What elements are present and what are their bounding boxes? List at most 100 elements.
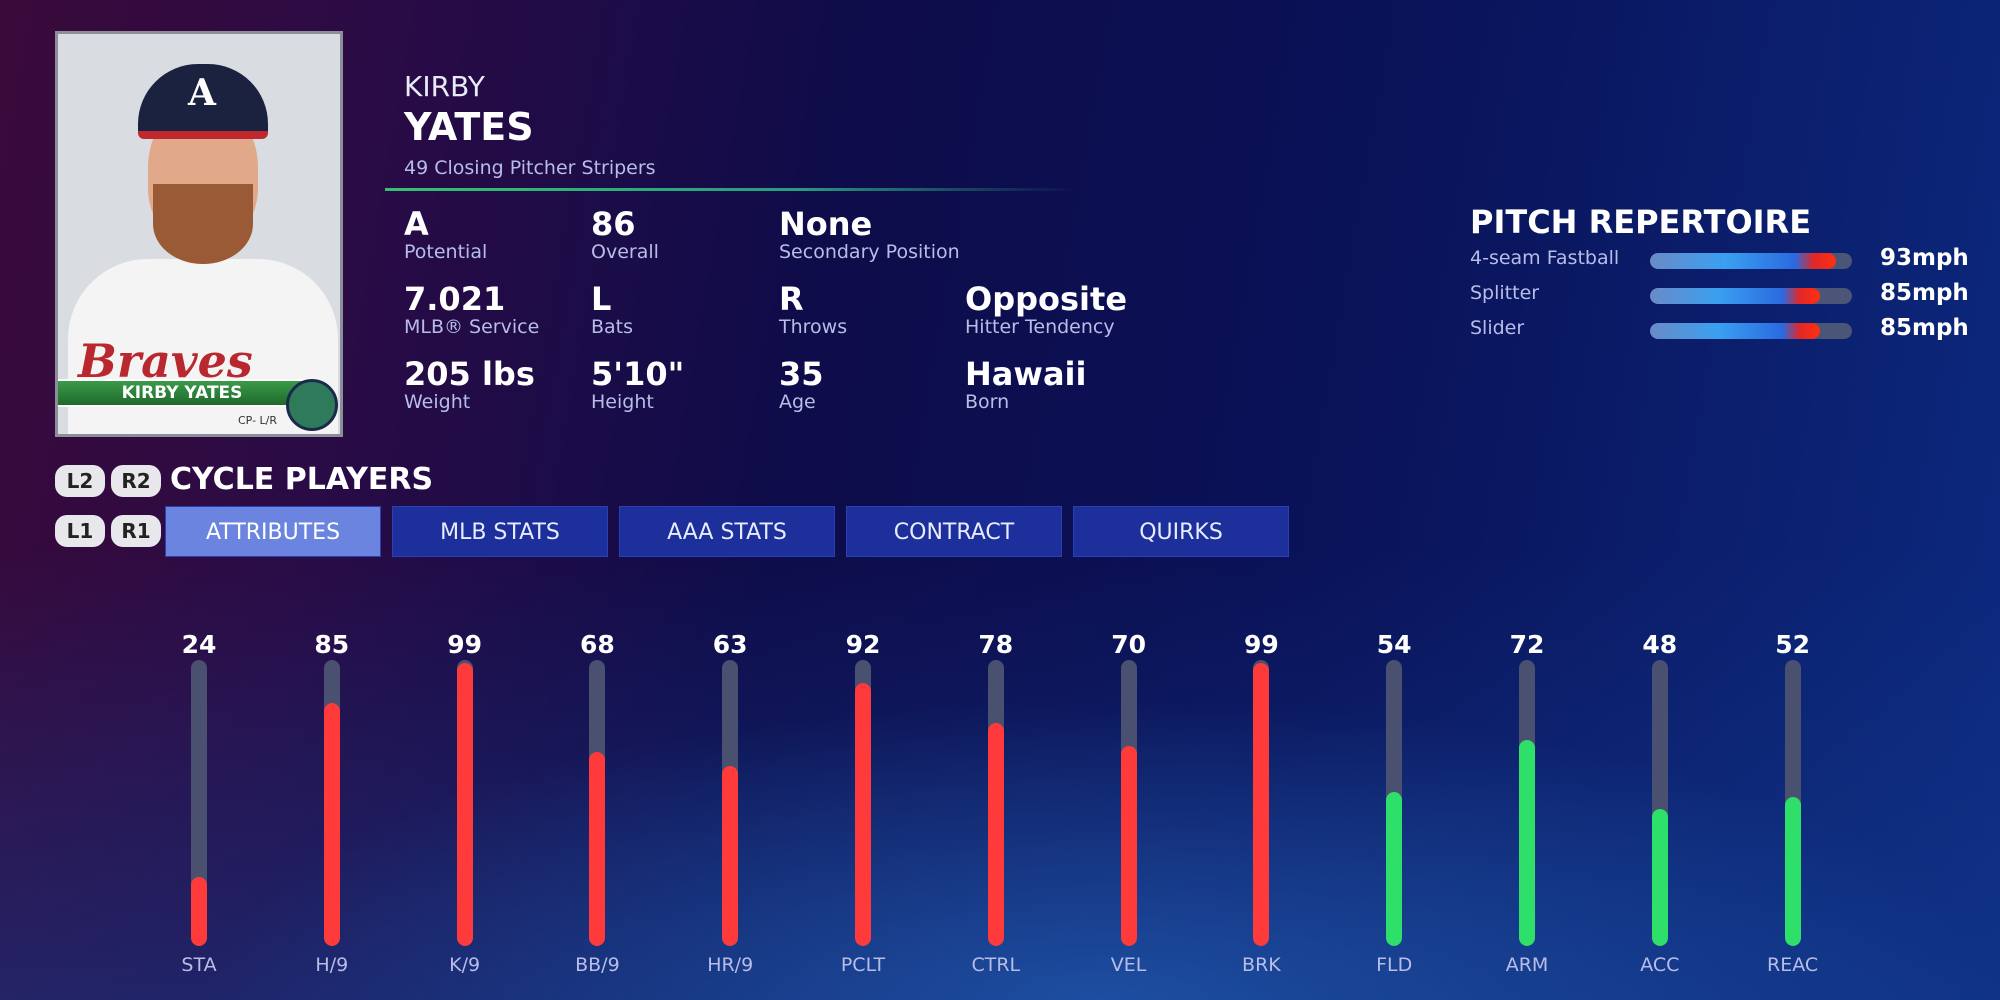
pitch-row: Slider 85mph [1470, 315, 1970, 345]
attribute-value: 70 [1111, 630, 1146, 659]
player-last-name: YATES [404, 105, 534, 149]
tab-attributes[interactable]: ATTRIBUTES [165, 506, 381, 557]
info-value: 35 [779, 355, 824, 393]
attribute-value: 99 [1243, 630, 1279, 659]
attribute-fill [722, 765, 739, 946]
info-label: Throws [779, 316, 848, 338]
attribute-label: ACC [1640, 954, 1680, 976]
attribute-fill [589, 751, 606, 946]
r2-button[interactable]: R2 [111, 465, 161, 497]
attribute-fill [1784, 797, 1801, 946]
attribute-fill [1519, 740, 1535, 946]
attribute-bar-arm: 72 ARM [1477, 630, 1577, 976]
attribute-value: 48 [1642, 630, 1678, 659]
attribute-label: BB/9 [575, 954, 620, 976]
attribute-track [1253, 660, 1270, 946]
attribute-label: VEL [1110, 954, 1147, 976]
player-photo-beard [153, 184, 253, 264]
attribute-fill [456, 662, 473, 946]
attribute-track [1386, 660, 1403, 946]
pitch-name: 4-seam Fastball [1470, 247, 1620, 269]
attribute-bar-bb9: 68 BB/9 [547, 630, 647, 976]
tab-contract[interactable]: CONTRACT [846, 506, 1062, 557]
attribute-value: 85 [314, 630, 350, 659]
info-value: Opposite [965, 280, 1128, 318]
attribute-track [1519, 660, 1535, 946]
r1-button[interactable]: R1 [111, 515, 161, 547]
attribute-bar-h9: 85 H/9 [282, 630, 382, 976]
info-potential: A Potential [404, 205, 487, 263]
attribute-fill [1386, 791, 1403, 946]
attribute-bar-hr9: 63 HR/9 [680, 630, 780, 976]
player-first-name: KIRBY [404, 70, 485, 103]
attribute-value: 99 [447, 630, 482, 659]
attribute-label: STA [181, 954, 217, 976]
info-age: 35 Age [779, 355, 824, 413]
attribute-label: CTRL [971, 954, 1021, 976]
attribute-track [191, 660, 207, 946]
attribute-bar-k9: 99 K/9 [415, 630, 515, 976]
attribute-track [722, 660, 739, 946]
info-value: 7.021 [404, 280, 506, 318]
pitch-repertoire-title: PITCH REPERTOIRE [1470, 203, 1812, 241]
attribute-label: BRK [1242, 954, 1281, 976]
info-label: Weight [404, 391, 471, 413]
tab-mlb-stats[interactable]: MLB STATS [392, 506, 608, 557]
pitch-bar-fill [1650, 323, 1820, 339]
info-label: Height [591, 391, 654, 413]
tab-quirks[interactable]: QUIRKS [1073, 506, 1289, 557]
divider [385, 188, 1075, 191]
attribute-bar-fld: 54 FLD [1344, 630, 1444, 976]
cycle-players-label: CYCLE PLAYERS [170, 462, 434, 497]
attribute-track [1120, 660, 1137, 946]
pitch-speed: 85mph [1880, 280, 1969, 306]
info-value: L [591, 280, 612, 318]
attribute-label: ARM [1505, 954, 1549, 976]
info-value: A [404, 205, 429, 243]
attribute-track [589, 660, 606, 946]
info-secondary-position: None Secondary Position [779, 205, 960, 263]
attribute-fill [1651, 808, 1668, 946]
attribute-bar-ctrl: 78 CTRL [946, 630, 1046, 976]
attribute-value: 63 [712, 630, 748, 659]
info-value: Hawaii [965, 355, 1087, 393]
pitch-bar-fill [1650, 253, 1836, 269]
info-value: None [779, 205, 873, 243]
attribute-fill [191, 877, 207, 946]
info-throws: R Throws [779, 280, 847, 338]
attribute-fill [1120, 745, 1137, 946]
pitch-speed: 85mph [1880, 315, 1969, 341]
attribute-bar-reac: 52 REAC [1743, 630, 1843, 976]
info-label: Bats [591, 316, 634, 338]
attribute-label: K/9 [449, 954, 481, 976]
attribute-value: 72 [1509, 630, 1545, 659]
attribute-fill [323, 702, 340, 946]
pitch-bar [1650, 253, 1852, 269]
l1-button[interactable]: L1 [55, 515, 105, 547]
attribute-fill [1253, 662, 1270, 946]
info-label: Secondary Position [779, 241, 960, 263]
info-value: 205 lbs [404, 355, 535, 393]
tab-aaa-stats[interactable]: AAA STATS [619, 506, 835, 557]
info-value: 86 [591, 205, 636, 243]
attribute-bar-brk: 99 BRK [1211, 630, 1311, 976]
attribute-value: 24 [181, 630, 217, 659]
attribute-value: 78 [978, 630, 1014, 659]
info-label: Potential [404, 241, 488, 263]
info-label: Hitter Tendency [965, 316, 1115, 338]
player-card: Braves A KIRBY YATES CP- L/R [55, 31, 343, 437]
player-subtitle: 49 Closing Pitcher Stripers [404, 157, 656, 179]
attribute-track [1784, 660, 1801, 946]
info-overall: 86 Overall [591, 205, 659, 263]
attribute-track [1651, 660, 1668, 946]
info-weight: 205 lbs Weight [404, 355, 535, 413]
info-hitter-tendency: Opposite Hitter Tendency [965, 280, 1127, 338]
attribute-track [987, 660, 1004, 946]
team-logo-icon [286, 379, 338, 431]
attribute-label: H/9 [315, 954, 349, 976]
pitch-speed: 93mph [1880, 245, 1969, 271]
l2-button[interactable]: L2 [55, 465, 105, 497]
pitch-bar [1650, 288, 1852, 304]
attribute-bar-sta: 24 STA [149, 630, 249, 976]
attribute-value: 54 [1376, 630, 1412, 659]
